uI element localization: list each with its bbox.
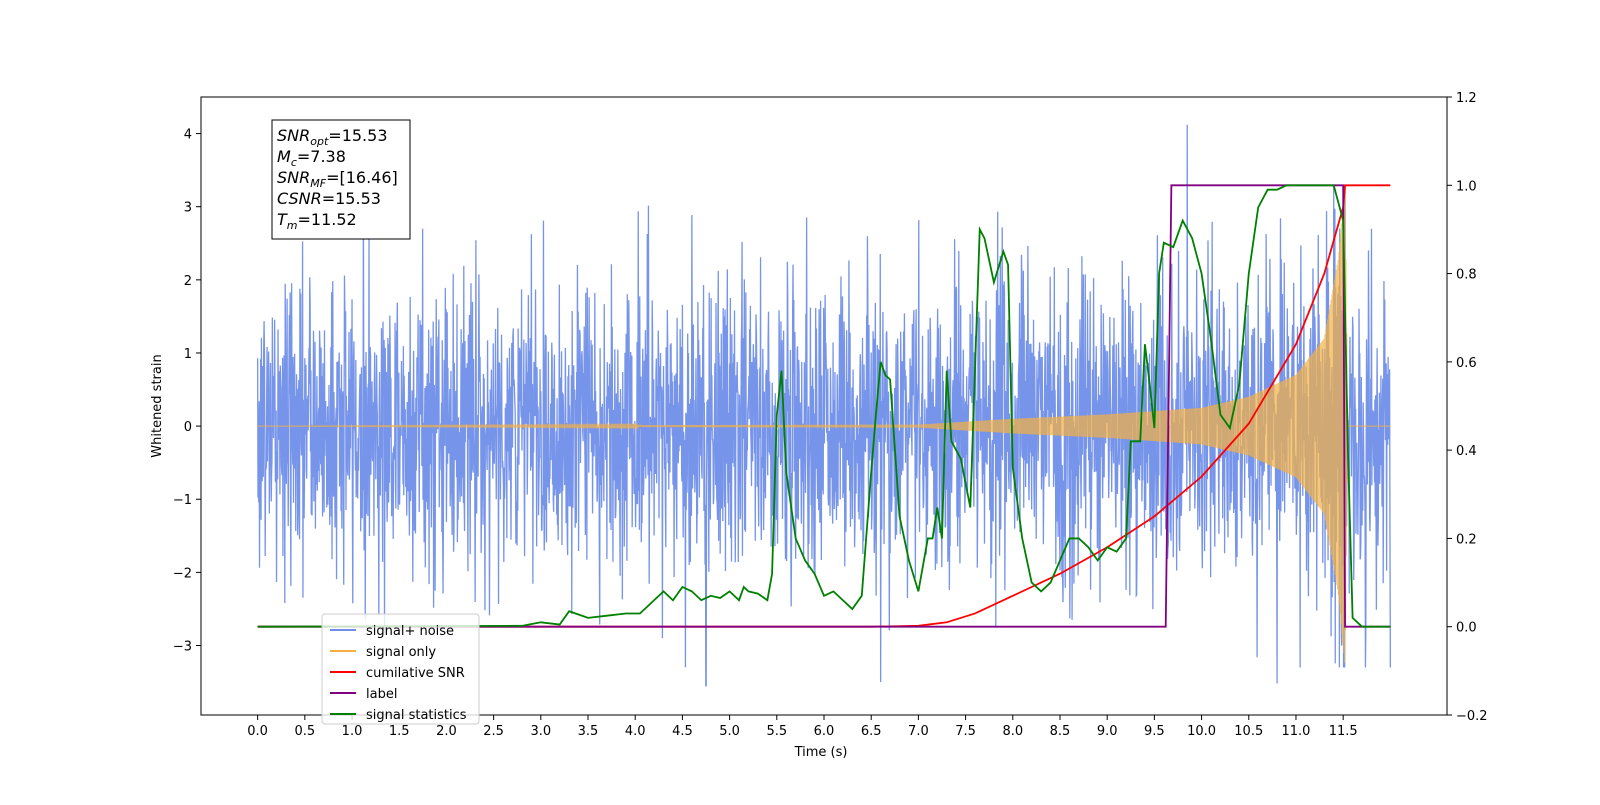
x-tick-label: 2.5 <box>483 724 504 739</box>
x-tick-label: 4.0 <box>625 724 646 739</box>
series-signal-noise <box>256 124 1392 687</box>
series-signal-only <box>257 184 1391 663</box>
y2-tick-label: 0.8 <box>1456 268 1477 283</box>
x-axis-label: Time (s) <box>794 745 848 760</box>
series-signal-statistics <box>257 184 1391 628</box>
x-tick-label: 5.5 <box>766 724 787 739</box>
info-box-frame <box>271 119 411 240</box>
x-tick-label: 10.0 <box>1187 724 1216 739</box>
info-line: SNRopt=15.53 <box>277 126 388 148</box>
legend: signal+ noise signal only cumilative SNR la… <box>321 613 480 725</box>
x-tick-label: 9.5 <box>1144 724 1165 739</box>
y-tick-label: −2 <box>173 566 192 581</box>
y2-tick-label: 1.0 <box>1456 179 1477 194</box>
info-line: Mc=7.38 <box>277 147 346 169</box>
legend-label: signal statistics <box>366 708 467 723</box>
x-tick-label: 5.0 <box>719 724 740 739</box>
info-box: SNRopt=15.53Mc=7.38SNRMF=[16.46]CSNR=15.… <box>271 119 411 240</box>
x-tick-label: 1.5 <box>389 724 410 739</box>
legend-frame <box>321 613 480 725</box>
legend-label: signal+ noise <box>366 624 454 639</box>
x-tick-label: 9.0 <box>1097 724 1118 739</box>
info-line: CSNR=15.53 <box>277 189 381 208</box>
y-tick-label: 0 <box>184 420 192 435</box>
series-label <box>257 184 1391 628</box>
x-tick-label: 8.0 <box>1002 724 1023 739</box>
x-tick-label: 3.0 <box>530 724 551 739</box>
y-tick-label: −3 <box>173 640 192 655</box>
x-tick-label: 3.5 <box>578 724 599 739</box>
y2-tick-label: 0.2 <box>1456 532 1477 547</box>
y2-tick-label: −0.2 <box>1456 709 1488 724</box>
y2-tick-label: 0.0 <box>1456 621 1477 636</box>
x-tick-label: 10.5 <box>1234 724 1263 739</box>
series-cumulative-snr <box>257 184 1391 628</box>
info-line: Tm=11.52 <box>277 210 357 232</box>
y-tick-label: 2 <box>184 274 192 289</box>
x-tick-label: 11.0 <box>1281 724 1310 739</box>
axes-layer: 0.0 0.5 1.0 1.5 2.0 2.5 3.0 3.5 4.0 4.5 5.0 5.5 6.0 6… <box>173 91 1488 739</box>
y2-tick-label: 1.2 <box>1456 91 1477 106</box>
x-tick-label: 11.5 <box>1329 724 1358 739</box>
y-tick-label: 4 <box>184 128 192 143</box>
x-tick-label: 6.0 <box>814 724 835 739</box>
x-tick-label: 2.0 <box>436 724 457 739</box>
y-tick-label: 1 <box>184 347 192 362</box>
y-tick-label: 3 <box>184 201 192 216</box>
data-layer <box>256 124 1392 687</box>
y2-tick-label: 0.6 <box>1456 356 1477 371</box>
y-axis-label: Whitened strain <box>150 354 165 457</box>
x-tick-label: 6.5 <box>861 724 882 739</box>
info-line: SNRMF=[16.46] <box>277 168 398 190</box>
legend-label: signal only <box>366 645 436 660</box>
y2-tick-label: 0.4 <box>1456 444 1477 459</box>
x-tick-label: 8.5 <box>1050 724 1071 739</box>
legend-label: cumilative SNR <box>366 666 465 681</box>
legend-label: label <box>366 687 397 702</box>
y-tick-label: −1 <box>173 493 192 508</box>
x-tick-label: 1.0 <box>342 724 363 739</box>
x-tick-label: 0.0 <box>247 724 268 739</box>
x-tick-label: 0.5 <box>294 724 315 739</box>
x-tick-label: 7.0 <box>908 724 929 739</box>
x-tick-label: 7.5 <box>955 724 976 739</box>
x-tick-label: 4.5 <box>672 724 693 739</box>
